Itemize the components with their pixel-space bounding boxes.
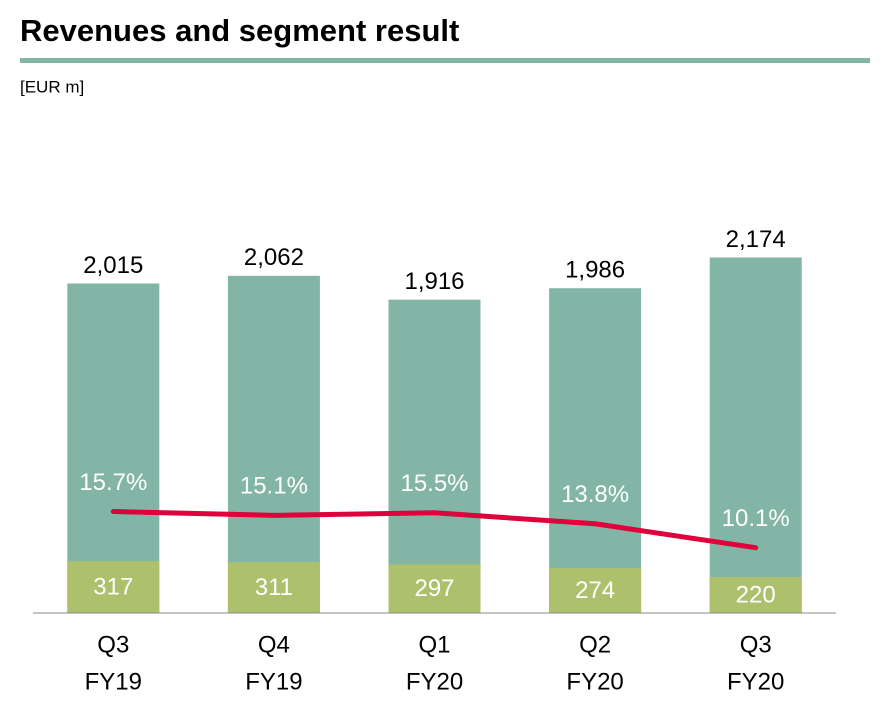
- bar: [709, 257, 802, 613]
- x-tick-label: Q3: [97, 631, 129, 658]
- bar: [227, 562, 320, 613]
- value-label: 13.8%: [561, 481, 629, 508]
- bar: [388, 299, 481, 613]
- x-tick-label: FY20: [727, 668, 784, 695]
- bar: [549, 568, 642, 613]
- x-tick-label: Q1: [418, 631, 450, 658]
- x-tick-label: FY20: [566, 668, 623, 695]
- bar: [549, 288, 642, 613]
- value-label: 274: [575, 577, 615, 604]
- value-label: 220: [736, 581, 776, 608]
- x-tick-label: Q3: [740, 631, 772, 658]
- x-tick-label: FY19: [85, 668, 142, 695]
- x-tick-label: FY20: [406, 668, 463, 695]
- value-label: 311: [255, 574, 293, 601]
- value-label: 2,062: [244, 244, 304, 271]
- bar: [709, 577, 802, 613]
- value-label: 317: [93, 573, 133, 600]
- bar: [67, 283, 160, 613]
- value-label: 297: [414, 575, 454, 602]
- value-label: 2,015: [83, 252, 143, 279]
- value-label: 1,916: [404, 268, 464, 295]
- value-label: 10.1%: [722, 505, 790, 532]
- value-label: 2,174: [726, 226, 786, 253]
- value-label: 15.1%: [240, 473, 308, 500]
- chart-title: Revenues and segment result: [20, 13, 459, 48]
- line: [110, 508, 759, 551]
- value-label: 15.5%: [400, 470, 468, 497]
- value-label: 1,986: [565, 257, 625, 284]
- chart-subtitle: [EUR m]: [20, 77, 84, 96]
- title-rule: [20, 58, 870, 63]
- x-tick-label: Q2: [579, 631, 611, 658]
- bar: [388, 564, 481, 613]
- bar: [227, 275, 320, 613]
- bar: [67, 561, 160, 613]
- value-label: 15.7%: [79, 469, 147, 496]
- x-tick-label: FY19: [245, 668, 302, 695]
- x-tick-label: Q4: [258, 631, 290, 658]
